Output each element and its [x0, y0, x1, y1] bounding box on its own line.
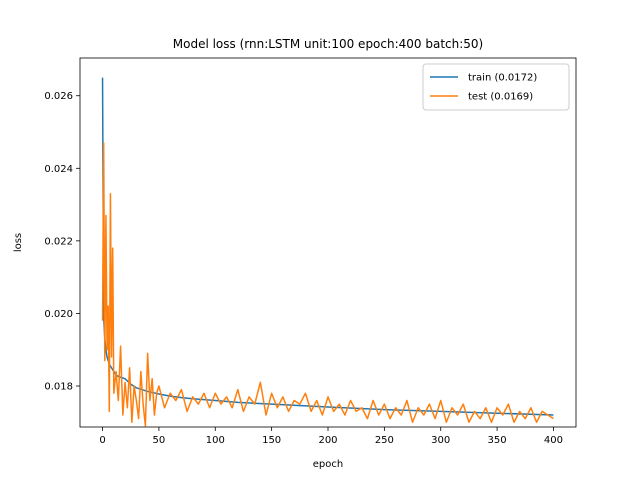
legend-label: train (0.0172) — [468, 73, 537, 84]
y-axis: 0.018 0.020 0.022 0.024 0.026 — [44, 91, 80, 393]
x-tick-label: 150 — [262, 435, 281, 446]
x-tick-label: 400 — [544, 435, 563, 446]
plot-area — [101, 77, 554, 427]
x-tick-label: 50 — [153, 435, 166, 446]
legend-box — [422, 63, 570, 111]
y-tick-label: 0.020 — [44, 309, 73, 320]
series-line-test — [101, 142, 554, 427]
x-axis: 0 50 100 150 200 250 300 350 400 — [99, 427, 563, 446]
y-axis-label: loss — [13, 233, 24, 252]
y-tick-label: 0.018 — [44, 382, 73, 393]
x-tick-label: 300 — [431, 435, 450, 446]
legend-label: test (0.0169) — [468, 92, 533, 103]
y-tick-label: 0.024 — [44, 164, 73, 175]
chart-title: Model loss (rnn:LSTM unit:100 epoch:400 … — [173, 37, 484, 51]
x-tick-label: 0 — [99, 435, 105, 446]
series-line-train — [101, 77, 554, 416]
y-tick-label: 0.022 — [44, 236, 73, 247]
axes-frame — [79, 57, 577, 428]
x-axis-label: epoch — [313, 459, 343, 470]
y-tick-label: 0.026 — [44, 91, 73, 102]
x-tick-label: 350 — [488, 435, 507, 446]
x-tick-label: 250 — [375, 435, 394, 446]
legend: train (0.0172) test (0.0169) — [422, 63, 570, 111]
x-tick-label: 200 — [318, 435, 337, 446]
x-tick-label: 100 — [206, 435, 225, 446]
